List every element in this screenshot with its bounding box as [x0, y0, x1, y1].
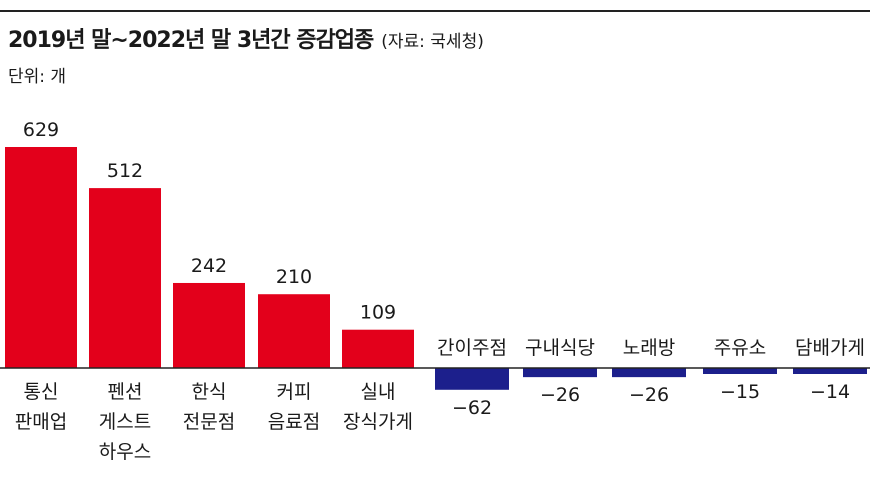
bar-positive [89, 188, 161, 368]
category-label: 게스트 [99, 411, 151, 433]
value-label: −26 [629, 384, 669, 406]
category-label: 한식 [192, 381, 227, 403]
bar-positive [342, 329, 414, 368]
value-label: 109 [360, 302, 396, 324]
category-label: 노래방 [623, 337, 675, 359]
value-label: −15 [720, 381, 760, 403]
category-label: 간이주점 [437, 337, 507, 359]
category-label: 구내식당 [525, 337, 595, 359]
value-label: 629 [23, 119, 59, 141]
category-label: 장식가게 [343, 411, 413, 433]
value-label: −26 [540, 384, 580, 406]
unit-label: 단위: 개 [8, 67, 67, 87]
top-rule [0, 10, 870, 12]
category-label: 음료점 [268, 411, 320, 433]
chart-title: 2019년 말~2022년 말 3년간 증감업종 [8, 28, 374, 53]
bar-positive [258, 294, 330, 368]
category-label: 실내 [361, 381, 396, 403]
source-note: (자료: 국세청) [381, 32, 484, 52]
category-label: 전문점 [183, 411, 235, 433]
category-label: 커피 [277, 381, 312, 403]
category-label: 판매업 [15, 411, 67, 433]
bar-negative [612, 368, 686, 378]
bar-negative [703, 368, 777, 374]
value-label: 210 [276, 266, 312, 288]
bar-negative [793, 368, 867, 374]
bar-positive [173, 282, 245, 368]
value-label: −62 [452, 397, 492, 419]
category-label: 펜션 [108, 381, 143, 403]
value-label: 512 [107, 160, 143, 182]
category-label: 통신 [24, 381, 59, 403]
bar-positive [5, 147, 77, 368]
category-label: 담배가게 [795, 337, 865, 359]
value-label: 242 [191, 255, 227, 277]
category-label: 주유소 [714, 337, 766, 359]
value-label: −14 [810, 381, 850, 403]
title-row: 2019년 말~2022년 말 3년간 증감업종 (자료: 국세청) [8, 22, 484, 54]
bar-negative [435, 368, 509, 390]
category-label: 하우스 [99, 441, 151, 463]
bar-negative [523, 368, 597, 378]
